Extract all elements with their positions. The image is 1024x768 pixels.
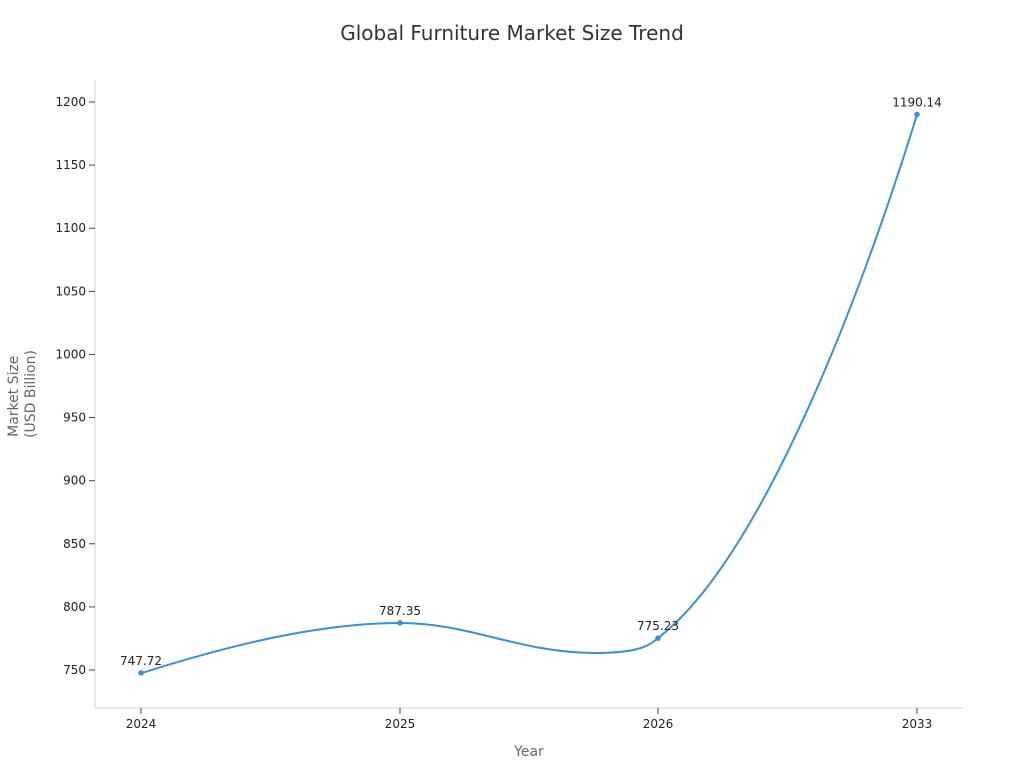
y-axis-label-line-2: (USD Billion) (23, 350, 39, 438)
data-point-marker (397, 620, 403, 626)
data-points: 747.72 787.35 775.23 1190.14 (120, 95, 942, 676)
y-axis-label-line-1: Market Size (6, 356, 22, 437)
y-axis-ticks: 750 800 850 900 950 1000 1050 1100 1150 1200 (55, 95, 95, 677)
x-tick-label: 2024 (126, 717, 157, 731)
x-axis-label: Year (513, 744, 544, 760)
x-axis-ticks: 2024 2025 2026 2033 (126, 708, 933, 731)
data-point-label: 747.72 (120, 654, 162, 668)
x-tick-label: 2025 (385, 717, 416, 731)
data-point-marker (138, 670, 144, 676)
y-tick-label: 800 (63, 600, 86, 614)
x-tick-label: 2026 (643, 717, 674, 731)
y-axis-label: Market Size (USD Billion) (6, 350, 39, 438)
y-tick-label: 950 (63, 411, 86, 425)
y-tick-label: 1150 (55, 158, 86, 172)
y-tick-label: 750 (63, 663, 86, 677)
y-tick-label: 850 (63, 537, 86, 551)
data-point-label: 775.23 (637, 619, 679, 633)
y-tick-label: 1200 (55, 95, 86, 109)
data-point-marker (914, 111, 920, 118)
data-point-label: 1190.14 (892, 95, 942, 109)
y-tick-label: 1050 (55, 284, 86, 298)
x-tick-label: 2033 (902, 717, 933, 731)
data-point-label: 787.35 (379, 604, 421, 618)
y-tick-label: 1100 (55, 221, 86, 235)
y-tick-label: 900 (63, 474, 86, 488)
y-tick-label: 1000 (55, 347, 86, 361)
chart-title: Global Furniture Market Size Trend (340, 21, 684, 45)
data-point-marker (655, 635, 661, 641)
market-size-line (140, 114, 918, 675)
